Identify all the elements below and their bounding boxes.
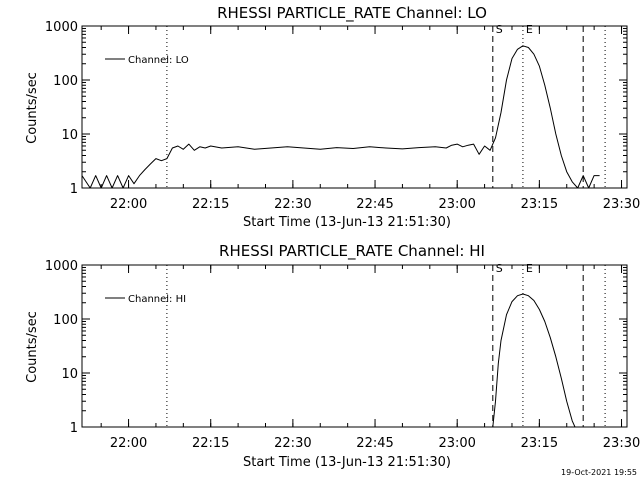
x-tick-label: 23:15	[521, 436, 558, 451]
legend-label: Channel: LO	[128, 55, 189, 66]
y-tick-label: 100	[53, 74, 78, 89]
y-tick-label: 1	[70, 421, 78, 436]
legend-label: Channel: HI	[128, 294, 186, 305]
plot-frame	[81, 25, 628, 189]
x-tick-label: 22:30	[274, 197, 311, 212]
x-tick-label: 23:30	[603, 436, 640, 451]
chart-panel-hi: RHESSI PARTICLE_RATE Channel: HI 22:00 22…	[25, 242, 640, 470]
x-tick-label: 22:30	[274, 436, 311, 451]
timestamp: 19-Oct-2021 19:55	[561, 468, 637, 477]
chart-title: RHESSI PARTICLE_RATE Channel: HI	[219, 242, 485, 261]
x-tick-label: 22:00	[110, 197, 147, 212]
x-tick-label: 23:30	[603, 197, 640, 212]
legend: Channel: LO	[105, 55, 189, 66]
marker-label: E	[526, 23, 533, 36]
x-tick-label: 23:00	[438, 197, 475, 212]
y-tick-label: 1000	[45, 20, 78, 35]
x-axis-label: Start Time (13-Jun-13 21:51:30)	[243, 215, 451, 230]
y-tick-label: 10	[61, 367, 78, 382]
chart-title: RHESSI PARTICLE_RATE Channel: LO	[217, 4, 487, 23]
x-tick-label: 23:15	[521, 197, 558, 212]
marker-label: E	[526, 262, 533, 275]
y-tick-label: 1000	[45, 259, 78, 274]
x-tick-labels: 22:00 22:15 22:30 22:45 23:00 23:15 23:30	[110, 197, 640, 212]
x-tick-label: 22:15	[192, 436, 229, 451]
data-series-line	[81, 45, 600, 189]
y-tick-labels: 1 10 100 1000	[45, 20, 78, 197]
y-tick-labels: 1 10 100 1000	[45, 259, 78, 436]
plot-frame	[81, 264, 628, 428]
x-tick-label: 22:15	[192, 197, 229, 212]
y-tick-label: 1	[70, 182, 78, 197]
x-axis-label: Start Time (13-Jun-13 21:51:30)	[243, 455, 451, 470]
x-tick-labels: 22:00 22:15 22:30 22:45 23:00 23:15 23:30	[110, 436, 640, 451]
x-tick-label: 23:00	[438, 436, 475, 451]
x-tick-label: 22:00	[110, 436, 147, 451]
y-tick-label: 100	[53, 313, 78, 328]
chart-panel-lo: RHESSI PARTICLE_RATE Channel: LO 22:00 22…	[25, 4, 640, 230]
y-axis-label: Counts/sec	[25, 72, 40, 144]
x-tick-label: 22:45	[356, 436, 393, 451]
y-tick-label: 10	[61, 128, 78, 143]
legend: Channel: HI	[105, 294, 186, 305]
marker-label: S	[496, 262, 503, 275]
x-tick-label: 22:45	[356, 197, 393, 212]
y-axis-label: Counts/sec	[25, 311, 40, 383]
data-series-line	[492, 293, 576, 428]
marker-label: S	[496, 23, 503, 36]
